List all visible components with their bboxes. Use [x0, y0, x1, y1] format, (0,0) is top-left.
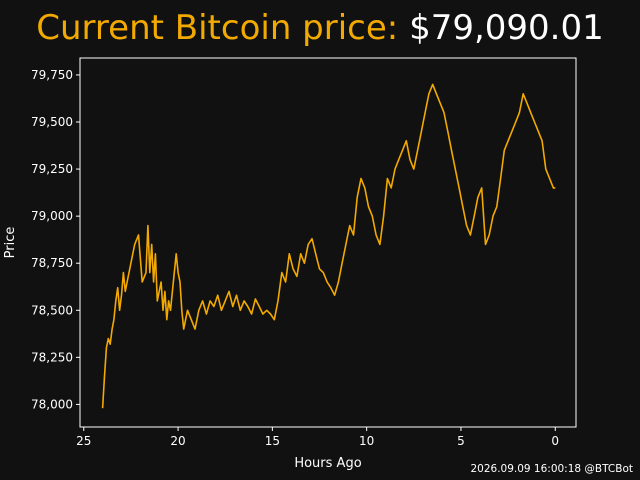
y-tick-label: 78,250 — [31, 350, 73, 364]
y-tick-label: 79,000 — [31, 209, 73, 223]
x-tick-label: 25 — [76, 434, 91, 448]
plot-frame — [79, 57, 577, 428]
x-tick-label: 0 — [551, 434, 559, 448]
title-price: $79,090.01 — [409, 8, 604, 48]
y-axis-label: Price — [3, 227, 18, 259]
title-label: Current Bitcoin price: — [36, 8, 399, 48]
x-tick-label: 5 — [457, 434, 465, 448]
price-line-series-0 — [101, 83, 556, 409]
y-tick-label: 78,500 — [31, 303, 73, 317]
chart-title: Current Bitcoin price: $79,090.01 — [0, 8, 640, 48]
y-tick-label: 78,000 — [31, 397, 73, 411]
x-axis-label: Hours Ago — [294, 456, 361, 471]
y-tick-label: 78,750 — [31, 256, 73, 270]
footer-timestamp: 2026.09.09 16:00:18 @BTCBot — [470, 463, 633, 475]
y-tick-label: 79,750 — [31, 68, 73, 82]
x-tick-label: 15 — [265, 434, 280, 448]
y-tick-label: 79,250 — [31, 162, 73, 176]
x-tick-label: 10 — [359, 434, 374, 448]
y-tick-label: 79,500 — [31, 115, 73, 129]
x-tick-label: 20 — [170, 434, 185, 448]
